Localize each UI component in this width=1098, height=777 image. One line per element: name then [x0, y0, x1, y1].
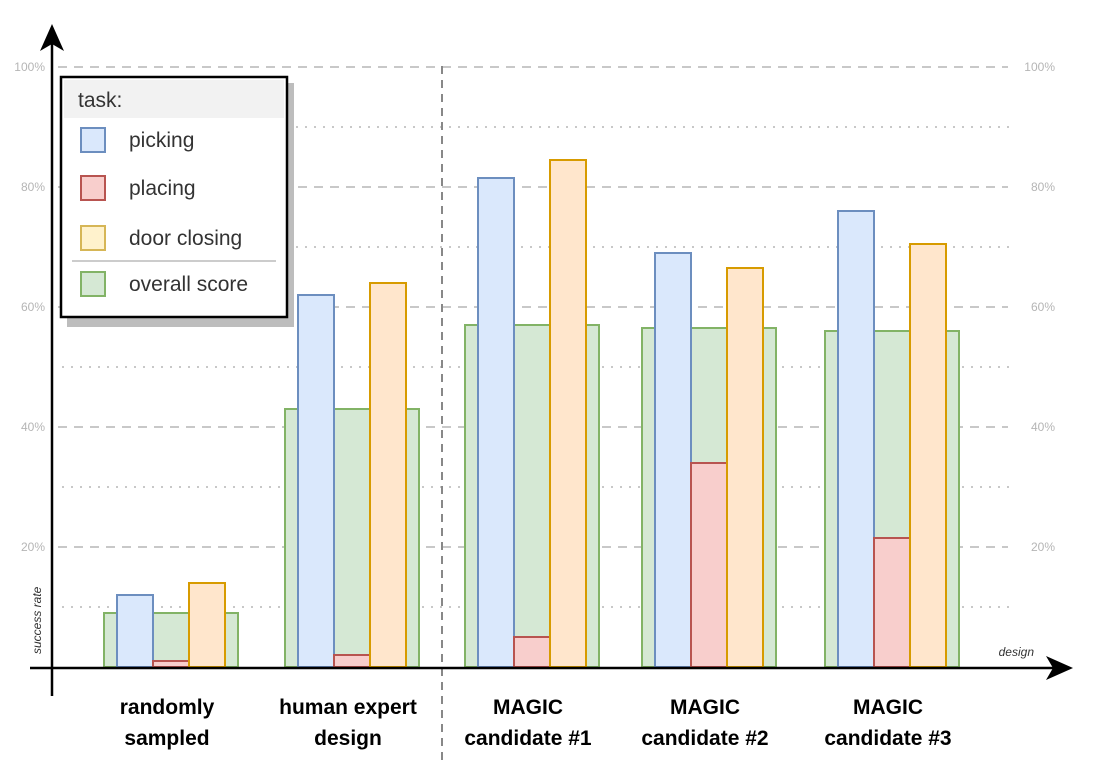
axes — [30, 24, 1073, 696]
category-label: MAGIC — [853, 696, 923, 719]
bar-door-closing — [369, 282, 407, 668]
bar-door-closing — [726, 267, 764, 668]
legend-swatch-placing — [80, 175, 106, 201]
category-label: sampled — [124, 727, 209, 750]
legend-label: placing — [129, 177, 196, 200]
y-tick-labels: 100% 100% 80% 80% 60% 60% 40% 40% 20% 20% — [14, 60, 1055, 554]
legend-swatch-door-closing — [80, 225, 106, 251]
y-tick-label-left: 40% — [21, 420, 45, 434]
bar-door-closing — [549, 159, 587, 668]
bar-door-closing — [909, 243, 947, 668]
x-axis-arrow — [1046, 656, 1073, 680]
legend-label: door closing — [129, 227, 242, 250]
bars — [103, 159, 960, 668]
y-tick-label-right: 60% — [1031, 300, 1055, 314]
y-tick-label-left: 20% — [21, 540, 45, 554]
category-label: candidate #3 — [824, 727, 951, 750]
y-axis-arrow — [40, 24, 64, 51]
category-label: design — [314, 727, 382, 750]
category-label: randomly — [120, 696, 215, 719]
legend-title-band — [64, 80, 284, 118]
y-axis-label: success rate — [30, 586, 44, 654]
bar-picking — [477, 177, 515, 668]
y-tick-label-right: 80% — [1031, 180, 1055, 194]
category-label: MAGIC — [670, 696, 740, 719]
category-label: human expert — [279, 696, 417, 719]
y-tick-label-left: 80% — [21, 180, 45, 194]
bar-picking — [654, 252, 692, 668]
y-tick-label-left: 60% — [21, 300, 45, 314]
legend: task: picking placing door closing overall s… — [59, 75, 294, 327]
legend-swatch-picking — [80, 127, 106, 153]
bar-door-closing — [188, 582, 226, 668]
bar-placing — [333, 654, 371, 668]
bar-placing — [690, 462, 728, 668]
category-label: candidate #1 — [464, 727, 592, 750]
x-axis-label: design — [999, 645, 1035, 659]
legend-label: picking — [129, 129, 194, 152]
legend-label: overall score — [129, 273, 248, 296]
bar-placing — [513, 636, 551, 668]
bar-placing — [152, 660, 190, 668]
bar-picking — [297, 294, 335, 668]
y-tick-label-right: 20% — [1031, 540, 1055, 554]
category-labels: randomly sampled human expert design MAGIC ca… — [120, 696, 952, 750]
bar-picking — [116, 594, 154, 668]
legend-title: task: — [78, 89, 122, 112]
bar-placing — [873, 537, 911, 668]
legend-swatch-overall-score — [80, 271, 106, 297]
y-tick-label-right: 100% — [1024, 60, 1055, 74]
category-label: candidate #2 — [641, 727, 768, 750]
bar-picking — [837, 210, 875, 668]
y-tick-label-right: 40% — [1031, 420, 1055, 434]
category-label: MAGIC — [493, 696, 563, 719]
y-tick-label-left: 100% — [14, 60, 45, 74]
